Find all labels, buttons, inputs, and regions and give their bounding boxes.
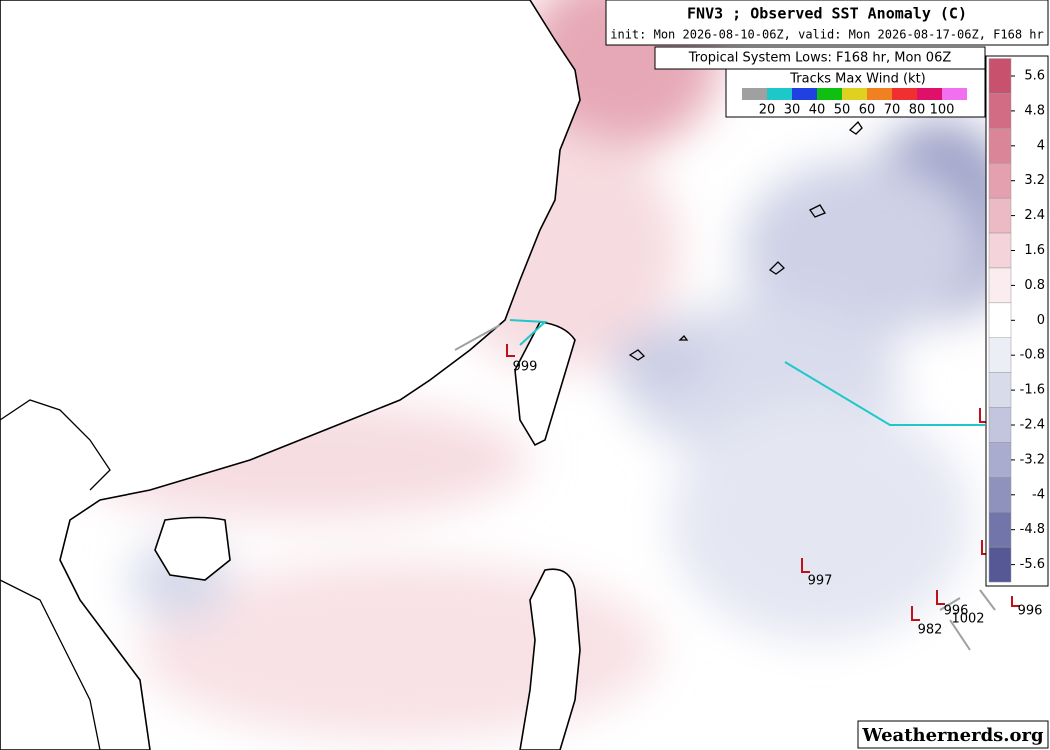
wind-label: 60 — [859, 103, 876, 118]
wind-swatch — [917, 88, 942, 100]
colorbar-cell — [988, 546, 1012, 583]
low-pressure-label: 996 — [1018, 604, 1043, 619]
colorbar-label: -4 — [1032, 487, 1045, 502]
colorbar-cell — [988, 197, 1012, 234]
colorbar-cell — [988, 267, 1012, 304]
colorbar-label: -1.6 — [1020, 383, 1045, 398]
wind-swatch — [842, 88, 867, 100]
coast-detail — [0, 120, 863, 750]
colorbar-cell — [988, 337, 1012, 373]
colorbar-cell — [988, 232, 1012, 269]
colorbar-label: 0.8 — [1024, 278, 1045, 293]
low-pressure-label: 1002 — [951, 612, 984, 627]
sst-field — [70, 0, 1020, 740]
colorbar-label: 2.4 — [1024, 208, 1045, 223]
colorbar-cell — [988, 512, 1012, 548]
wind-swatch — [792, 88, 817, 100]
colorbar-label: 1.6 — [1024, 243, 1045, 258]
colorbar-cell — [988, 477, 1012, 513]
colorbar-cell — [988, 442, 1012, 478]
tracks — [454, 319, 996, 651]
colorbar-cell — [988, 372, 1012, 408]
colorbar-label: 5.6 — [1024, 69, 1045, 84]
lows-title: Tropical System Lows: F168 hr, Mon 06Z — [688, 51, 952, 66]
wind-label: 30 — [784, 103, 801, 118]
colorbar-label: -3.2 — [1020, 452, 1045, 467]
wind-label: 70 — [884, 103, 901, 118]
low-pressure-label: 982 — [918, 623, 943, 638]
header-box — [605, 0, 1049, 46]
wind-swatch — [867, 88, 892, 100]
subtitle: init: Mon 2026-08-10-06Z, valid: Mon 202… — [610, 28, 1043, 42]
colorbar-label: 4.8 — [1024, 103, 1045, 118]
wind-swatch — [942, 88, 967, 100]
wind-legend: 20 30 40 50 60 70 80 100 — [742, 88, 967, 118]
colorbar-cell — [988, 128, 1012, 164]
title: FNV3 ; Observed SST Anomaly (C) — [687, 5, 967, 23]
wind-label: 100 — [930, 103, 955, 118]
credit: Weathernerds.org — [861, 725, 1044, 746]
wind-swatch — [817, 88, 842, 100]
colorbar-cell — [988, 163, 1012, 199]
colorbar-label: -0.8 — [1020, 348, 1045, 363]
wind-swatch — [742, 88, 767, 100]
colorbar-cell — [988, 302, 1012, 339]
colorbar-label: -5.6 — [1020, 557, 1045, 572]
colorbar-label: 0 — [1037, 313, 1045, 328]
colorbar-cell — [988, 407, 1012, 443]
wind-label: 20 — [759, 103, 776, 118]
colorbar-cell — [988, 58, 1012, 94]
colorbar-label: -4.8 — [1020, 522, 1045, 537]
wind-label: 50 — [834, 103, 851, 118]
colorbar-label: -2.4 — [1020, 418, 1045, 433]
colorbar-label: 3.2 — [1024, 173, 1045, 188]
colorbar-cell — [988, 93, 1012, 129]
low-pressure-label: 999 — [513, 360, 538, 375]
wind-swatch — [892, 88, 917, 100]
low-pressure-label: 996 — [944, 604, 969, 619]
wind-legend-title: Tracks Max Wind (kt) — [789, 72, 926, 87]
wind-label: 40 — [809, 103, 826, 118]
wind-swatch — [767, 88, 792, 100]
land — [0, 0, 581, 750]
credit-box — [857, 720, 1049, 749]
low-pressure-label: 997 — [808, 574, 833, 589]
colorbar-label: 4 — [1037, 138, 1045, 153]
colorbar: 5.6 4.8 4 3.2 2.4 1.6 0.8 0 -0.8 -1.6 -2.4 -3.2 -4 -4… — [985, 55, 1049, 587]
wind-label: 80 — [909, 103, 926, 118]
